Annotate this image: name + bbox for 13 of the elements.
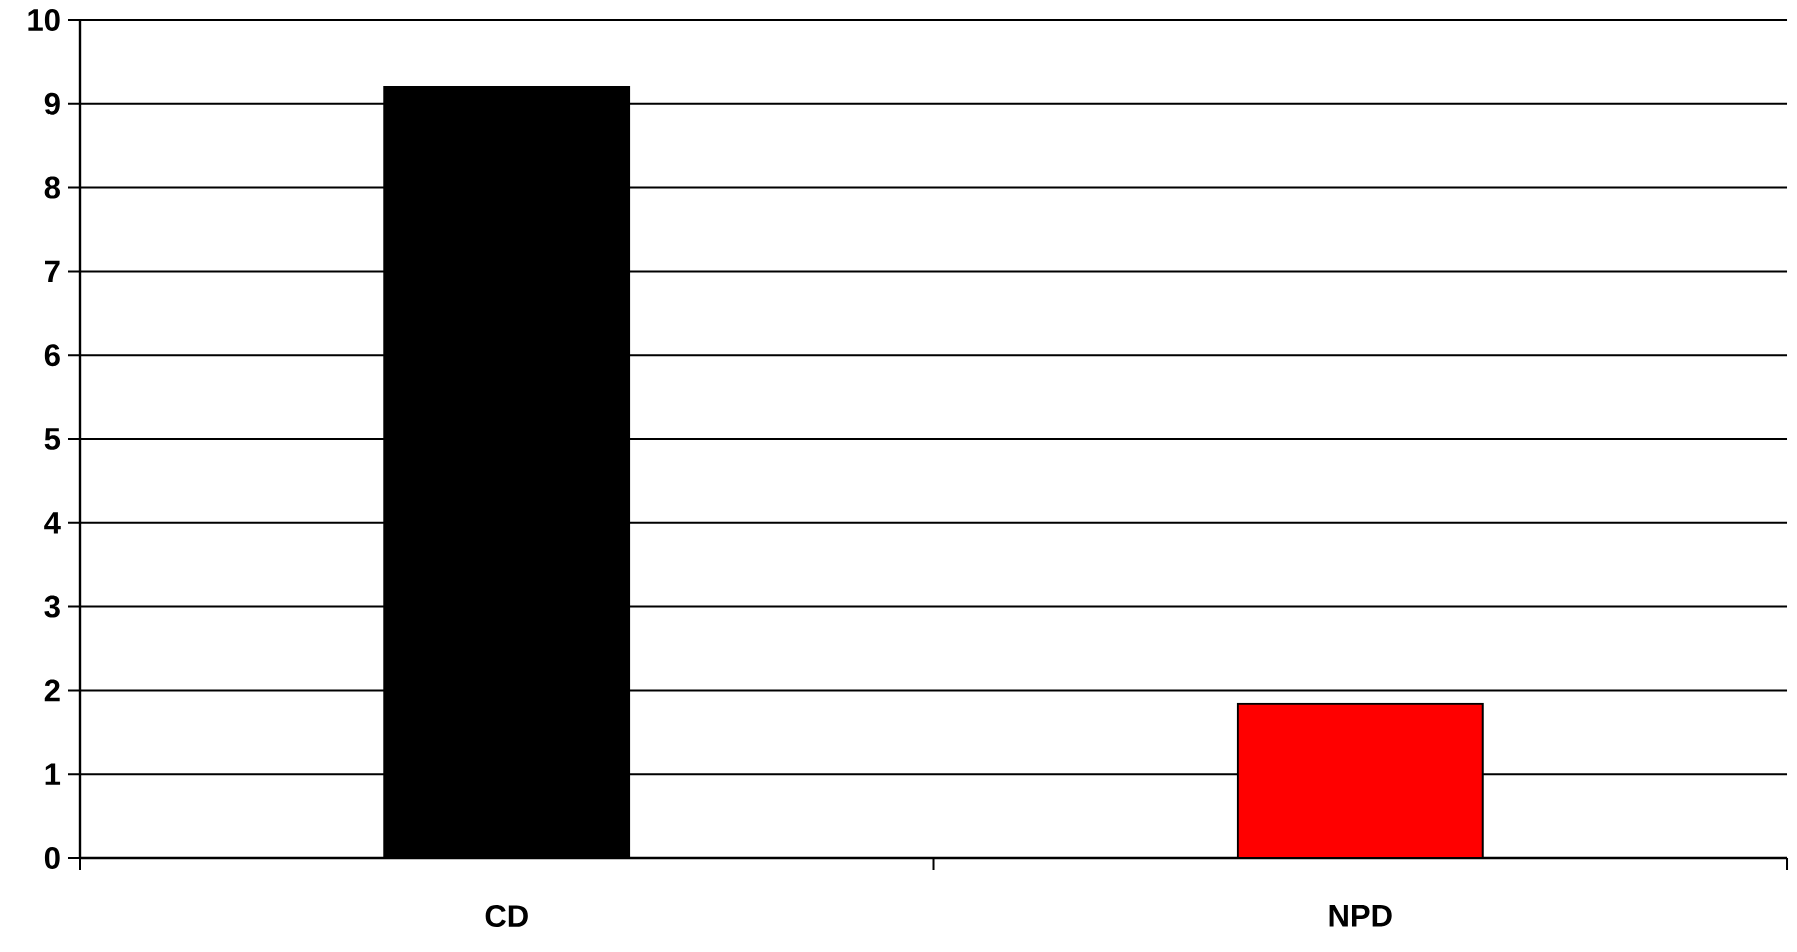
y-tick-label: 1 xyxy=(45,763,61,785)
y-tick-label: 10 xyxy=(28,9,60,31)
y-tick-label: 5 xyxy=(44,428,61,450)
y-tick-label: 4 xyxy=(44,512,61,534)
y-tick-label: 7 xyxy=(45,260,60,283)
y-tick-label: 6 xyxy=(44,344,60,367)
y-tick-label: 8 xyxy=(44,176,60,199)
y-tick-label: 9 xyxy=(44,92,60,115)
y-tick-label: 3 xyxy=(44,595,60,618)
x-tick-label: NPD xyxy=(1329,905,1392,927)
y-tick-label: 0 xyxy=(44,847,60,869)
y-tick-label: 2 xyxy=(44,679,60,702)
x-tick-label: CD xyxy=(485,905,528,928)
